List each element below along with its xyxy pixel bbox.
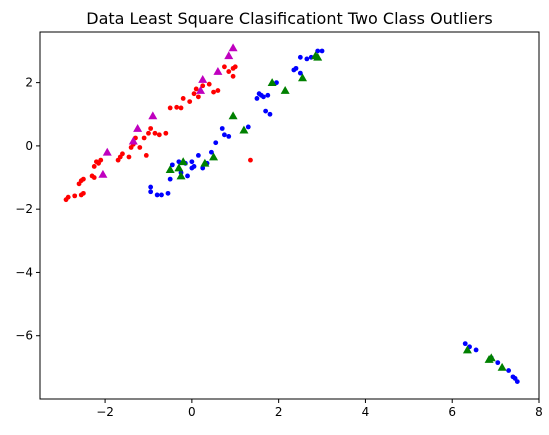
dot-marker — [148, 185, 153, 190]
dot-marker — [216, 88, 221, 93]
dot-marker — [189, 159, 194, 164]
triangle-marker — [103, 148, 112, 156]
dot-marker — [187, 99, 192, 104]
x-tick-label: 4 — [362, 405, 370, 419]
dot-marker — [185, 174, 190, 179]
dot-marker — [226, 134, 231, 139]
triangle-marker — [177, 171, 186, 179]
dot-marker — [298, 55, 303, 60]
dot-marker — [515, 379, 520, 384]
triangle-marker — [281, 86, 290, 94]
dot-marker — [144, 153, 149, 158]
x-tick-label: 2 — [275, 405, 283, 419]
x-tick-label: 0 — [188, 405, 196, 419]
dot-marker — [155, 193, 160, 198]
dot-marker — [153, 131, 158, 136]
dot-marker — [463, 341, 468, 346]
x-tick-label: −2 — [96, 405, 114, 419]
dot-marker — [137, 145, 142, 150]
triangle-marker — [98, 170, 107, 178]
dot-marker — [263, 109, 268, 114]
dot-marker — [255, 96, 260, 101]
triangle-marker — [229, 111, 238, 119]
x-tick-label: 6 — [448, 405, 456, 419]
dot-marker — [81, 177, 86, 182]
y-axis: 2 0 −2 −4 −6 — [15, 76, 40, 343]
dot-marker — [196, 94, 201, 99]
triangle-marker — [133, 124, 142, 132]
triangle-marker — [198, 75, 207, 83]
dot-marker — [148, 189, 153, 194]
triangle-marker — [148, 111, 157, 119]
dot-marker — [179, 106, 184, 111]
dot-marker — [304, 56, 309, 61]
dot-marker — [181, 96, 186, 101]
y-tick-label: 0 — [25, 139, 33, 153]
dot-marker — [248, 158, 253, 163]
dot-marker — [148, 126, 153, 131]
dot-marker — [174, 105, 179, 110]
dot-marker — [120, 151, 125, 156]
dot-marker — [192, 164, 197, 169]
dot-marker — [192, 91, 197, 96]
dot-marker — [261, 94, 266, 99]
dot-marker — [506, 368, 511, 373]
dot-marker — [142, 136, 147, 141]
dot-marker — [146, 131, 151, 136]
dot-marker — [168, 177, 173, 182]
dot-marker — [268, 112, 273, 117]
y-tick-label: −4 — [15, 265, 33, 279]
dot-marker — [194, 87, 199, 92]
triangle-marker — [224, 51, 233, 59]
dot-marker — [211, 90, 216, 95]
dot-marker — [474, 348, 479, 353]
dot-marker — [320, 49, 325, 54]
y-tick-label: −2 — [15, 202, 33, 216]
dot-marker — [265, 93, 270, 98]
dot-marker — [220, 126, 225, 131]
dot-marker — [92, 164, 97, 169]
plot-marks — [64, 43, 520, 384]
dot-marker — [231, 74, 236, 79]
dot-marker — [72, 193, 77, 198]
dot-marker — [157, 132, 162, 137]
dot-marker — [246, 125, 251, 130]
dot-marker — [222, 132, 227, 137]
triangle-marker — [229, 43, 238, 51]
x-tick-label: 8 — [535, 405, 543, 419]
dot-marker — [168, 106, 173, 111]
x-axis: −2 0 2 4 6 8 — [96, 399, 543, 419]
y-tick-label: −6 — [15, 329, 33, 343]
triangle-marker — [213, 67, 222, 75]
dot-marker — [98, 158, 103, 163]
dot-marker — [226, 69, 231, 74]
dot-marker — [233, 64, 238, 69]
dot-marker — [159, 193, 164, 198]
dot-marker — [222, 64, 227, 69]
dot-marker — [163, 131, 168, 136]
dot-marker — [127, 155, 132, 160]
y-tick-label: 2 — [25, 76, 33, 90]
dot-marker — [213, 140, 218, 145]
dot-marker — [495, 360, 500, 365]
dot-marker — [196, 153, 201, 158]
dot-marker — [81, 191, 86, 196]
dot-marker — [166, 191, 171, 196]
chart-title: Data Least Square Clasificationt Two Cla… — [86, 9, 493, 28]
dot-marker — [92, 175, 97, 180]
dot-marker — [294, 66, 299, 71]
dot-marker — [207, 82, 212, 87]
dot-marker — [66, 195, 71, 200]
